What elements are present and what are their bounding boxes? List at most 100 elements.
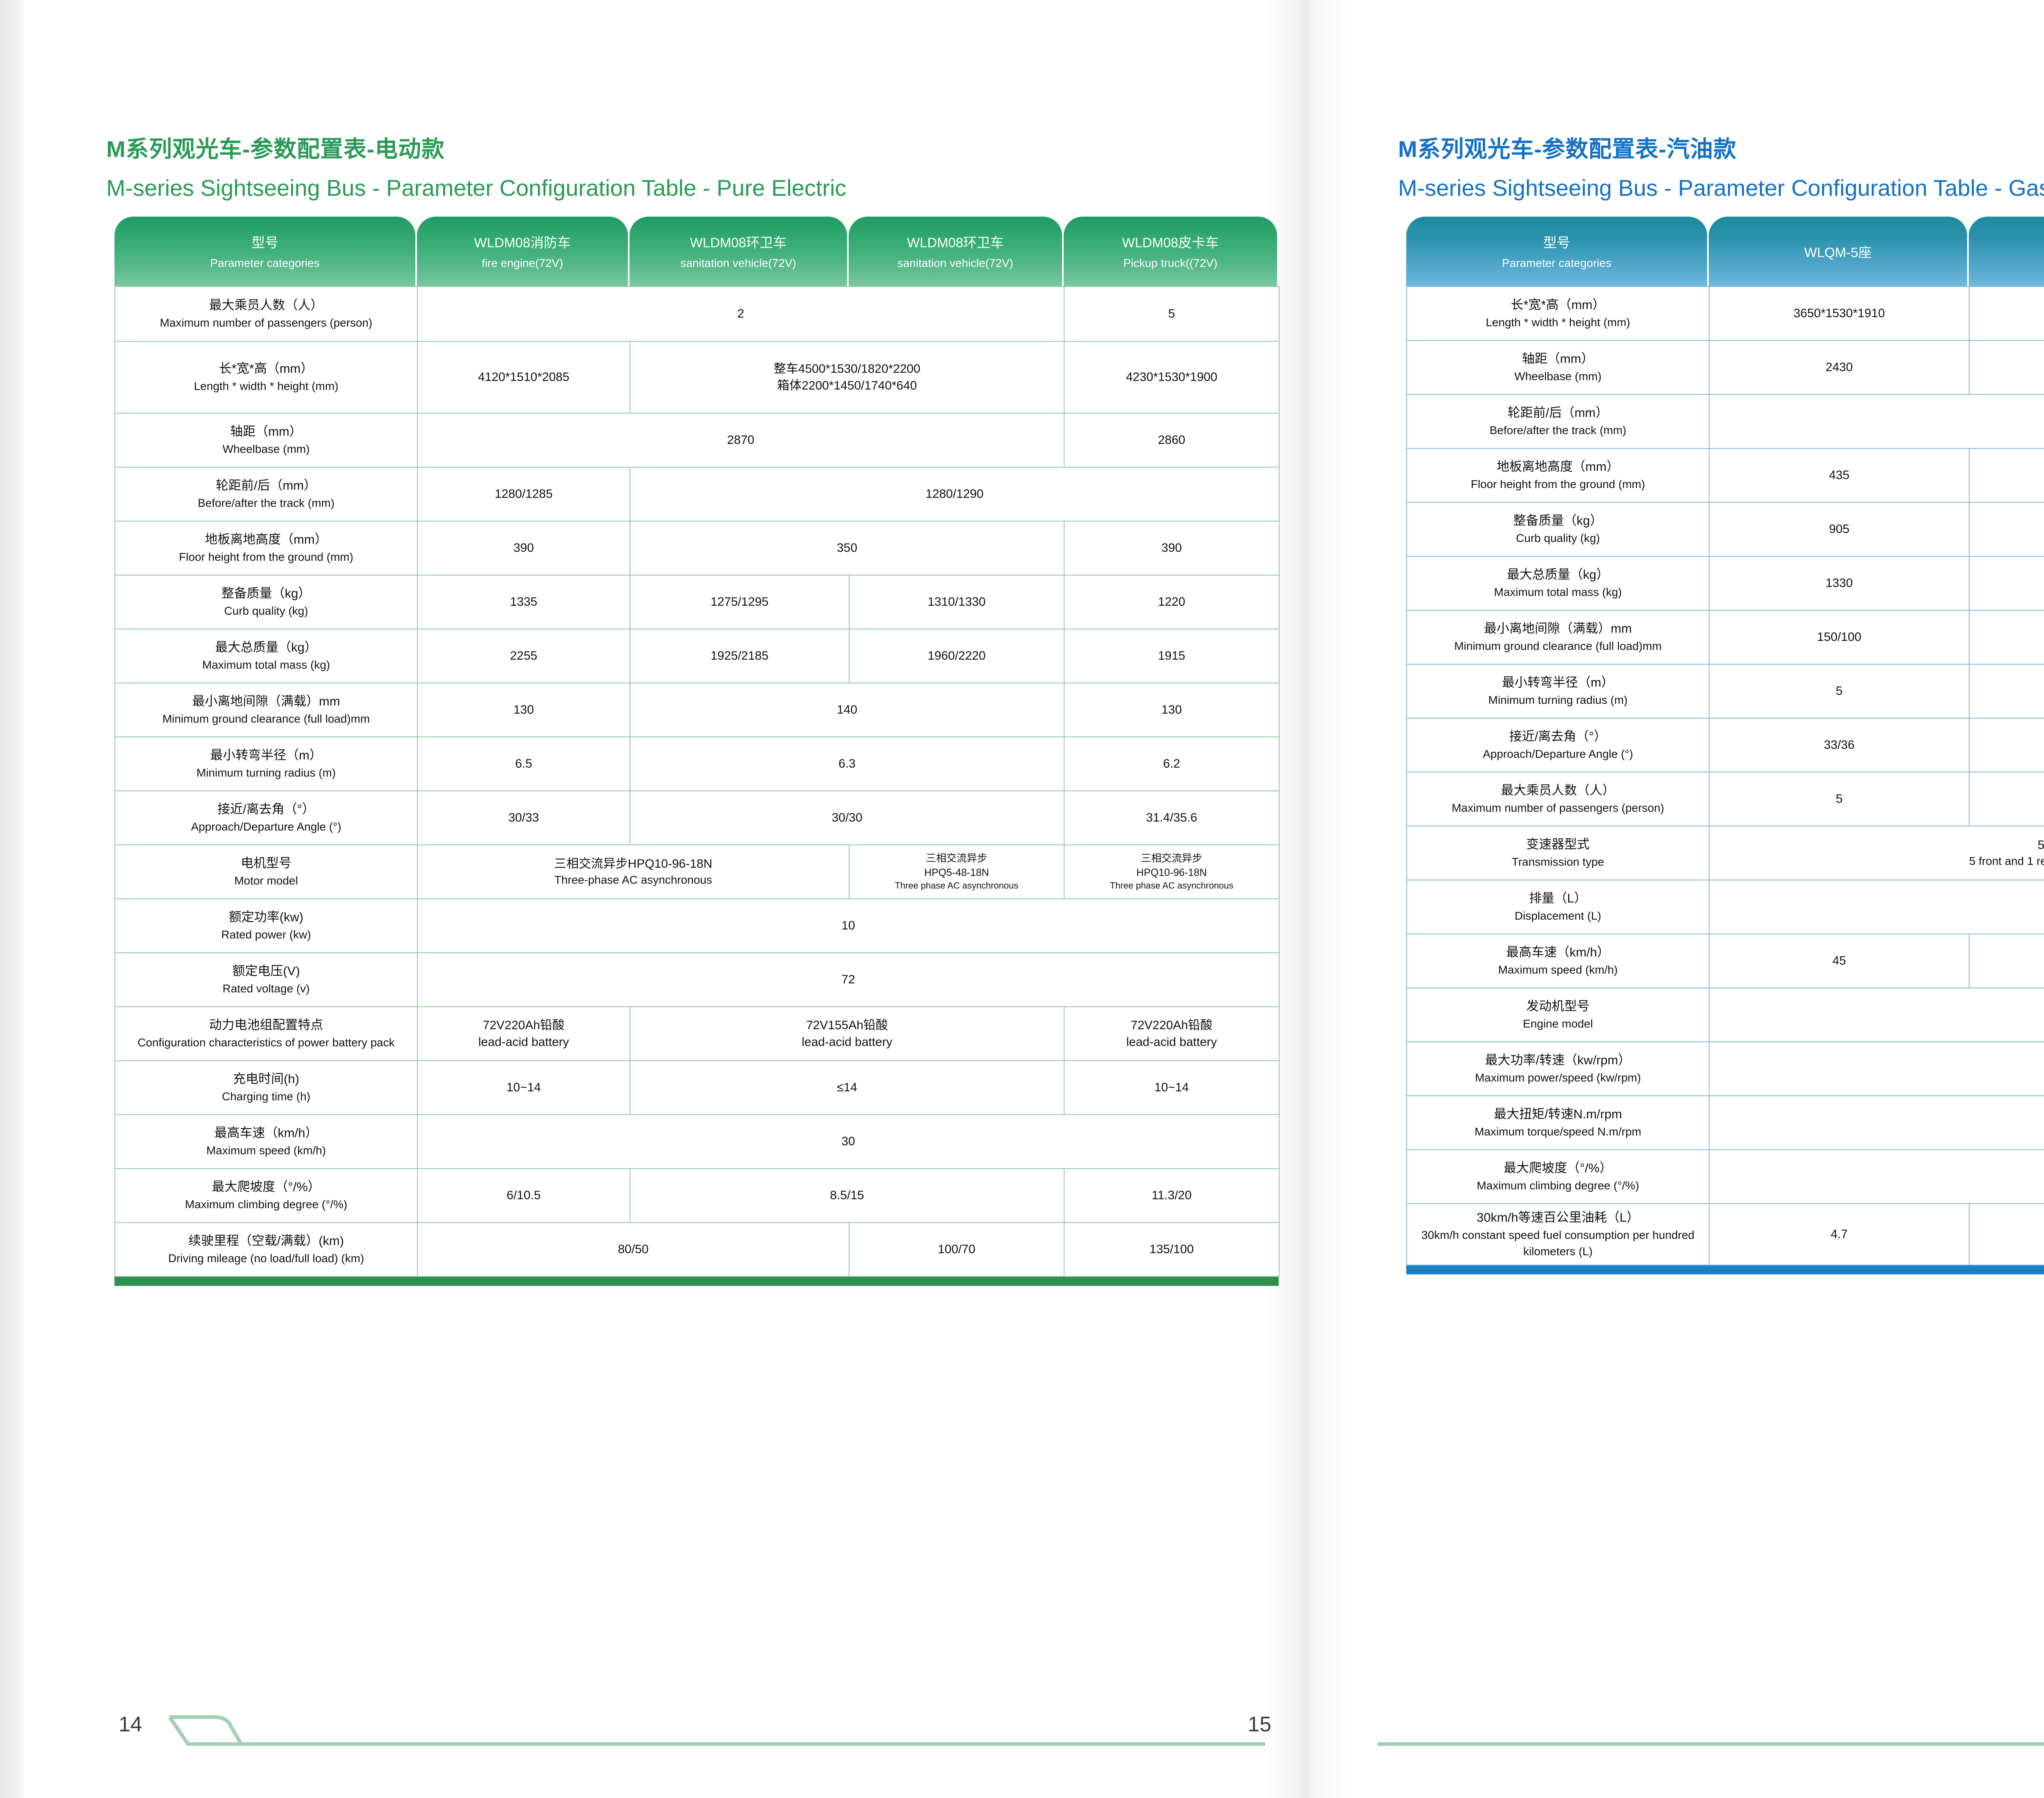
row-label-en: Minimum turning radius (m) bbox=[1488, 694, 1628, 707]
row-value-cell: 1310/1330 bbox=[849, 575, 1065, 629]
row-value-cell: 135/100 bbox=[1064, 1222, 1280, 1277]
row-label-cn: 最小转弯半径（m） bbox=[1502, 675, 1614, 690]
cell-value-line: 2860 bbox=[1973, 359, 2044, 376]
cell-value-line: 33/36 bbox=[1824, 738, 1855, 752]
row-value-cell: 140/120 bbox=[1969, 610, 2044, 665]
cell-value-line: 1925/2185 bbox=[710, 649, 769, 663]
row-value-cell: 445 bbox=[1969, 448, 2044, 503]
row-value-cell: 2860 bbox=[1969, 340, 2044, 395]
row-value-cell: 6.3 bbox=[1969, 664, 2044, 719]
row-label-cn: 续驶里程（空载/满载）(km) bbox=[188, 1234, 344, 1248]
header-cell-model-column-2: WLDM08环卫车 sanitation vehicle(72V) bbox=[630, 217, 847, 289]
row-label-cn: 最大爬坡度（°/%） bbox=[1504, 1161, 1612, 1176]
cell-value-line: 4110*1530*1950 bbox=[1973, 305, 2044, 322]
cell-value-line: 2 bbox=[737, 307, 744, 321]
row-value-cell: 5前1倒档，手动机械式 5 front and 1 reverse gear, m… bbox=[1709, 826, 2044, 880]
table-row: 最大爬坡度（°/%） Maximum climbing degree (°/%) 6… bbox=[114, 1168, 1280, 1223]
cell-value-line: 30/39 bbox=[1973, 737, 2044, 753]
table-row: 最大功率/转速（kw/rpm） Maximum power/speed (kw/r… bbox=[1406, 1041, 2044, 1096]
row-label-en: 30km/h constant speed fuel consumption p… bbox=[1421, 1228, 1694, 1258]
row-label-cn: 轴距（mm） bbox=[1522, 352, 1594, 366]
cell-value-line: 6.3 bbox=[838, 757, 856, 771]
cell-value-line: 80/50 bbox=[618, 1243, 649, 1256]
row-parameter-label: 30km/h等速百公里油耗（L） 30km/h constant speed fu… bbox=[1406, 1203, 1710, 1265]
row-label-cn: 长*宽*高（mm） bbox=[219, 361, 314, 376]
cell-value-line: 150/100 bbox=[1817, 630, 1862, 644]
row-label-cn: 接近/离去角（°） bbox=[1509, 729, 1607, 744]
row-label-cn: 最大功率/转速（kw/rpm） bbox=[1485, 1053, 1631, 1068]
cell-value-line: 130 bbox=[1161, 703, 1182, 717]
cell-value-line: 1330 bbox=[1825, 576, 1853, 590]
row-value-cell: 905 bbox=[1709, 502, 1970, 557]
row-value-cell: 2430 bbox=[1709, 340, 1970, 395]
header-cell-label-cn: WLDM08环卫车 bbox=[690, 235, 787, 251]
row-value-cell: 3650*1530*1910 bbox=[1709, 286, 1970, 341]
table-row: 轮距前/后（mm） Before/after the track (mm) 1280… bbox=[114, 467, 1280, 522]
row-value-cell: 10~14 bbox=[417, 1060, 630, 1115]
row-value-cell: 30/39 bbox=[1969, 718, 2044, 772]
row-value-cell: 80/50 bbox=[417, 1222, 849, 1277]
cell-value-line: 3650*1530*1910 bbox=[1793, 307, 1885, 320]
header-cell-label-en: fire engine(72V) bbox=[482, 257, 563, 270]
row-value-cell: 130 bbox=[1064, 683, 1280, 737]
row-label-cn: 整备质量（kg） bbox=[1513, 513, 1603, 528]
row-label-cn: 发动机型号 bbox=[1526, 999, 1590, 1014]
row-parameter-label: 轴距（mm） Wheelbase (mm) bbox=[1406, 340, 1710, 395]
row-parameter-label: 额定功率(kw) Rated power (kw) bbox=[114, 898, 418, 953]
cell-value-line: ≥11.3/20 bbox=[1713, 1168, 2044, 1185]
table-row: 最小转弯半径（m） Minimum turning radius (m) 6.5 6.… bbox=[114, 737, 1280, 791]
row-value-cell: 350 bbox=[630, 521, 1065, 575]
row-parameter-label: 发动机型号 Engine model bbox=[1406, 987, 1710, 1042]
row-parameter-label: 最小离地间隙（满载）mm Minimum ground clearance (fu… bbox=[1406, 610, 1710, 665]
row-value-cell: 45/5600 bbox=[1709, 1041, 2044, 1096]
row-value-cell: 三相交流异步HPQ10-96-18N Three-phase AC asynchr… bbox=[417, 844, 849, 899]
row-label-cn: 长*宽*高（mm） bbox=[1511, 298, 1605, 312]
row-value-cell: 390 bbox=[417, 521, 630, 575]
cell-value-line: HPQ10-96-18N bbox=[1136, 867, 1207, 878]
row-label-en: Maximum number of passengers (person) bbox=[160, 316, 372, 329]
row-value-cell: 1280/1290 bbox=[1709, 394, 2044, 449]
header-cell-label-en: Parameter categories bbox=[210, 257, 320, 270]
row-value-cell: 1925/2185 bbox=[630, 629, 849, 683]
header-cell-label-cn: 型号 bbox=[1543, 235, 1570, 251]
cell-value-line: 140 bbox=[836, 703, 858, 717]
cell-value-line: 1220 bbox=[1158, 595, 1186, 609]
cell-value-line: 100/70 bbox=[938, 1243, 975, 1256]
row-value-cell: 4.7 bbox=[1709, 1203, 1970, 1265]
table-row: 轴距（mm）Wheelbase (mm)243028603400 bbox=[1406, 340, 2044, 395]
cell-value-line: 130 bbox=[513, 703, 534, 717]
table-row: 充电时间(h) Charging time (h) 10~14 ≤14 10~14 bbox=[114, 1060, 1280, 1115]
row-label-en: Engine model bbox=[1523, 1017, 1593, 1030]
cell-value-line: 10~14 bbox=[506, 1081, 541, 1095]
row-parameter-label: 接近/离去角（°） Approach/Departure Angle (°) bbox=[1406, 718, 1710, 772]
row-label-cn: 排量（L） bbox=[1529, 891, 1587, 906]
cell-value-line: Three-phase AC asynchronous bbox=[554, 873, 712, 887]
cell-value-line: 31.4/35.6 bbox=[1146, 811, 1197, 825]
right-table-bottom-bar bbox=[1406, 1265, 2044, 1274]
row-value-cell: 5 bbox=[1709, 664, 1970, 719]
row-value-cell: 72V155Ah铅酸 lead-acid battery bbox=[630, 1006, 1065, 1061]
row-parameter-label: 最大爬坡度（°/%） Maximum climbing degree (°/%) bbox=[1406, 1149, 1710, 1204]
row-label-en: Maximum power/speed (kw/rpm) bbox=[1475, 1071, 1641, 1084]
left-page-edge-shadow bbox=[0, 0, 25, 1798]
cell-value-line: 2860 bbox=[1158, 433, 1186, 447]
row-parameter-label: 最高车速（km/h） Maximum speed (km/h) bbox=[1406, 934, 1710, 988]
row-parameter-label: 最小转弯半径（m） Minimum turning radius (m) bbox=[114, 737, 418, 791]
table-row: 发动机型号 Engine model LJ465Q-2AE bbox=[1406, 987, 2044, 1042]
row-value-cell: 6.3 bbox=[630, 737, 1065, 791]
header-cell-label-cn: WLDM08皮卡车 bbox=[1122, 235, 1219, 251]
cell-value-line: 72 bbox=[841, 973, 855, 987]
cell-value-line: 三相交流异步 bbox=[1141, 853, 1202, 864]
row-label-en: Maximum total mass (kg) bbox=[1494, 586, 1622, 599]
table-row: 接近/离去角（°） Approach/Departure Angle (°) 30/… bbox=[114, 790, 1280, 845]
row-value-cell: 2255 bbox=[417, 629, 630, 683]
cell-value-line: 箱体2200*1450/1740*640 bbox=[777, 379, 917, 392]
row-value-cell: 1600 bbox=[1969, 556, 2044, 611]
row-label-cn: 变速器型式 bbox=[1526, 837, 1590, 852]
cell-value-line: 920 bbox=[1973, 521, 2044, 537]
cell-value-line: 4230*1530*1900 bbox=[1126, 370, 1217, 384]
cell-value-line: 4.7 bbox=[1831, 1227, 1848, 1241]
table-row: 长*宽*高（mm） Length * width * height (mm) 365… bbox=[1406, 286, 2044, 341]
header-cell-label-en: Parameter categories bbox=[1502, 257, 1611, 270]
row-value-cell: 6.2 bbox=[1064, 737, 1280, 791]
